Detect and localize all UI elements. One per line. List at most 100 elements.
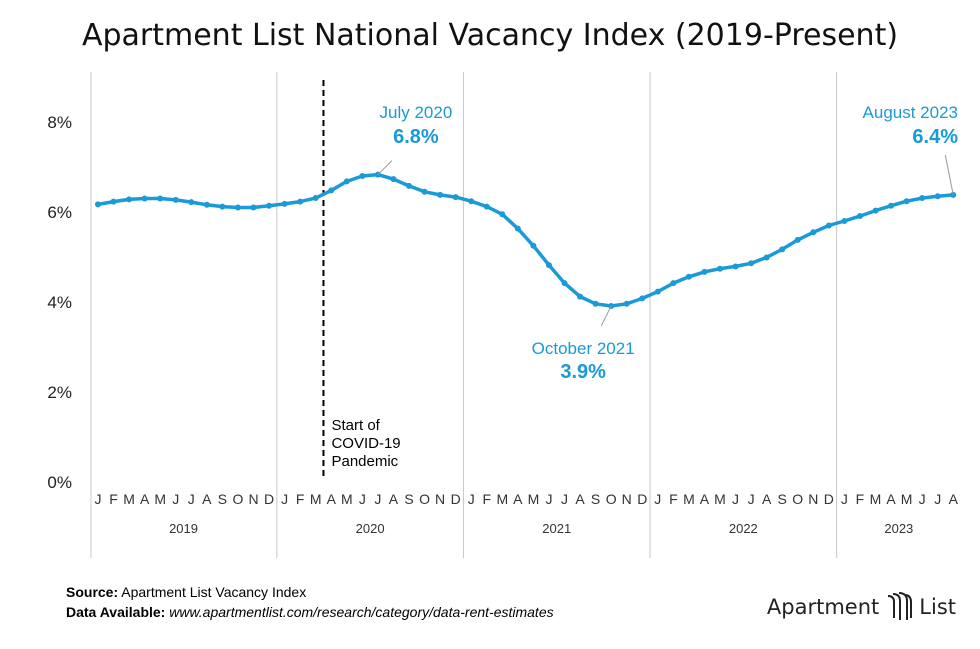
data-point [406, 182, 412, 189]
data-point [748, 260, 755, 267]
month-tick-label: M [341, 491, 353, 507]
month-tick-label: N [435, 491, 445, 507]
month-tick-label: J [374, 491, 381, 507]
chart-title: Apartment List National Vacancy Index (2… [81, 18, 899, 53]
data-point [732, 263, 739, 270]
data-point [810, 229, 817, 236]
month-tick-label: N [808, 491, 818, 507]
month-tick-label: D [264, 491, 274, 507]
data-point [343, 178, 350, 185]
month-tick-label: A [513, 491, 523, 507]
data-point [172, 196, 179, 203]
data-point [95, 201, 101, 208]
data-point [639, 295, 646, 302]
data-point [530, 242, 537, 249]
month-tick-label: M [123, 491, 135, 507]
month-tick-label: J [732, 491, 739, 507]
y-tick-label: 2% [47, 383, 72, 402]
month-tick-label: M [528, 491, 540, 507]
building-logo-icon [888, 592, 913, 620]
data-point [157, 195, 164, 202]
month-tick-label: J [934, 491, 941, 507]
source-line: Source: Apartment List Vacancy Index [66, 584, 306, 600]
year-label: 2019 [169, 521, 198, 536]
month-tick-label: N [248, 491, 258, 507]
month-tick-label: J [172, 491, 179, 507]
data-point [250, 204, 257, 211]
data-point [452, 194, 459, 201]
data-point [281, 200, 288, 207]
month-tick-label: S [778, 491, 787, 507]
month-tick-label: J [95, 491, 102, 507]
month-tick-label: J [188, 491, 195, 507]
year-label: 2023 [884, 521, 913, 536]
month-tick-label: J [359, 491, 366, 507]
month-tick-label: D [451, 491, 461, 507]
annotation-leader [377, 160, 393, 176]
month-tick-label: A [700, 491, 710, 507]
data-point [545, 262, 552, 269]
logo-text-left: Apartment [766, 595, 880, 619]
data-point [903, 198, 910, 205]
vacancy-line-chart: 0%2%4%6%8%J F M A M J J A S O N D J F M A M J J A S O N D J F M A M J… [47, 72, 959, 558]
month-tick-label: M [496, 491, 508, 507]
data-point [561, 280, 568, 287]
data-point [312, 195, 319, 202]
annotation-value: 6.4% [912, 126, 958, 148]
month-tick-label: J [748, 491, 755, 507]
month-tick-label: M [310, 491, 322, 507]
month-tick-label: M [870, 491, 882, 507]
data-point [234, 204, 241, 211]
data-point [499, 211, 506, 218]
y-tick-label: 4% [47, 293, 72, 312]
source-label: Source: [66, 584, 119, 600]
vacancy-series-line [97, 172, 954, 308]
year-label: 2021 [542, 521, 571, 536]
month-tick-label: O [606, 491, 617, 507]
data-point [110, 198, 117, 205]
month-tick-label: O [233, 491, 244, 507]
data-point [514, 225, 521, 232]
month-tick-label: A [389, 491, 399, 507]
source-text: Apartment List Vacancy Index [121, 584, 307, 600]
data-point [141, 195, 148, 202]
annotation-label: October 2021 [532, 339, 635, 358]
data-point [779, 246, 786, 253]
data-point [437, 191, 444, 198]
annotation-leader [944, 154, 954, 195]
data-point [468, 198, 475, 205]
data-point [266, 202, 273, 209]
month-tick-label: A [575, 491, 585, 507]
data-point [685, 273, 692, 280]
data-point [670, 280, 677, 287]
data-point [623, 300, 630, 307]
month-tick-label: A [886, 491, 896, 507]
data-point [717, 265, 723, 272]
year-label: 2020 [356, 521, 385, 536]
month-tick-label: J [545, 491, 552, 507]
month-tick-label: N [622, 491, 632, 507]
month-tick-label: F [109, 491, 118, 507]
y-tick-label: 8% [47, 113, 72, 132]
month-tick-label: D [824, 491, 834, 507]
data-point [328, 187, 335, 194]
data-point [359, 173, 366, 179]
data-available-url[interactable]: www.apartmentlist.com/research/category/… [169, 604, 554, 620]
month-tick-label: F [856, 491, 865, 507]
data-point [794, 236, 801, 243]
data-point [934, 193, 941, 200]
data-point [701, 268, 708, 275]
axis-layer: 0%2%4%6%8%J F M A M J J A S O N D J F M A M J J A S O N D J F M A M J… [47, 113, 958, 536]
month-tick-label: F [296, 491, 305, 507]
month-tick-label: O [419, 491, 430, 507]
month-tick-label: J [654, 491, 661, 507]
month-tick-label: J [468, 491, 475, 507]
data-point [483, 203, 490, 210]
month-tick-label: M [154, 491, 166, 507]
data-point [888, 202, 895, 209]
data-point [592, 300, 599, 307]
month-tick-label: A [949, 491, 959, 507]
month-tick-label: F [482, 491, 491, 507]
data-point [577, 293, 584, 300]
